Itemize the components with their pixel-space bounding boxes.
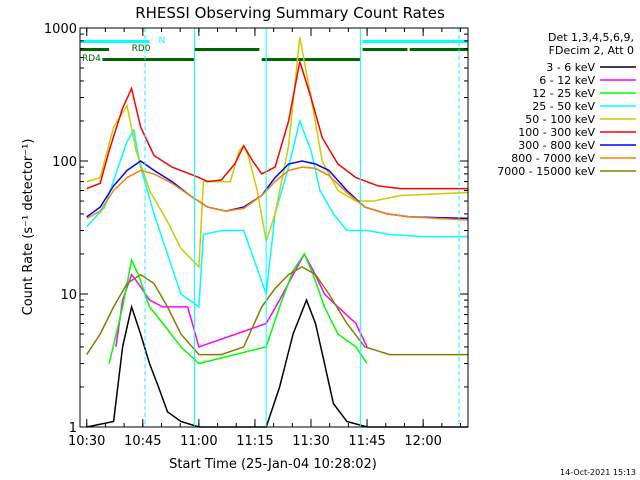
x-tick-label-6: 12:00	[404, 434, 441, 449]
annotation-0: N	[158, 36, 165, 46]
status-bar-3	[194, 48, 260, 51]
series-line-0	[86, 298, 468, 428]
legend-label-8: 7000 - 15000 keV	[497, 165, 595, 178]
legend-label-0: 3 - 6 keV	[546, 61, 595, 74]
series-line-8	[86, 266, 468, 356]
legend-label-2: 12 - 25 keV	[532, 87, 595, 100]
series-line-6	[86, 160, 469, 220]
x-axis-label: Start Time (25-Jan-04 10:28:02)	[169, 457, 377, 472]
state-markers	[144, 28, 460, 427]
status-bar-6	[102, 58, 195, 61]
attenuator-bars	[80, 40, 468, 61]
y-axis-label: Count Rate (s⁻¹ detector⁻¹)	[21, 139, 36, 316]
y-tick-label-2: 100	[52, 155, 77, 170]
status-bar-5	[409, 48, 468, 51]
series-lines	[86, 37, 469, 428]
legend: Det 1,3,4,5,6,9,FDecim 2, Att 0 3 - 6 keV…	[497, 31, 636, 178]
series-line-3	[86, 118, 468, 309]
legend-label-6: 300 - 800 keV	[518, 139, 595, 152]
annotations: N RD0 RD4	[82, 36, 165, 64]
series-line-4	[86, 37, 469, 269]
legend-label-1: 6 - 12 keV	[539, 74, 595, 87]
series-line-5	[86, 61, 468, 190]
legend-header-1: FDecim 2, Att 0	[549, 44, 634, 57]
status-bar-0	[80, 40, 150, 43]
legend-label-5: 100 - 300 keV	[518, 126, 595, 139]
footer-date: 14-Oct-2021 15:13	[560, 468, 636, 477]
series-line-7	[86, 166, 469, 221]
y-tick-label-3: 1000	[44, 22, 77, 37]
axis-ticks: 1 10 100 1000 10:30 10:45 11:00 11:15 11:30 11:45…	[44, 22, 468, 449]
series-line-2	[108, 252, 368, 365]
y-tick-label-1: 10	[60, 288, 77, 303]
y-tick-label-0: 1	[69, 421, 77, 436]
series-line-1	[115, 252, 368, 348]
legend-label-4: 50 - 100 keV	[525, 113, 595, 126]
legend-label-3: 25 - 50 keV	[532, 100, 595, 113]
status-bar-2	[80, 48, 110, 51]
x-tick-label-4: 11:30	[292, 434, 329, 449]
chart-title: RHESSI Observing Summary Count Rates	[135, 4, 445, 22]
annotation-2: RD4	[82, 54, 101, 64]
legend-label-7: 800 - 7000 keV	[511, 152, 595, 165]
x-tick-label-5: 11:45	[348, 434, 385, 449]
x-tick-label-3: 11:15	[236, 434, 273, 449]
status-bar-4	[362, 48, 408, 51]
x-tick-label-0: 10:30	[68, 434, 105, 449]
x-tick-label-2: 11:00	[180, 434, 217, 449]
legend-header-0: Det 1,3,4,5,6,9,	[548, 31, 634, 44]
x-tick-label-1: 10:45	[124, 434, 161, 449]
status-bar-1	[362, 40, 468, 43]
annotation-1: RD0	[132, 44, 151, 54]
status-bar-7	[261, 58, 361, 61]
